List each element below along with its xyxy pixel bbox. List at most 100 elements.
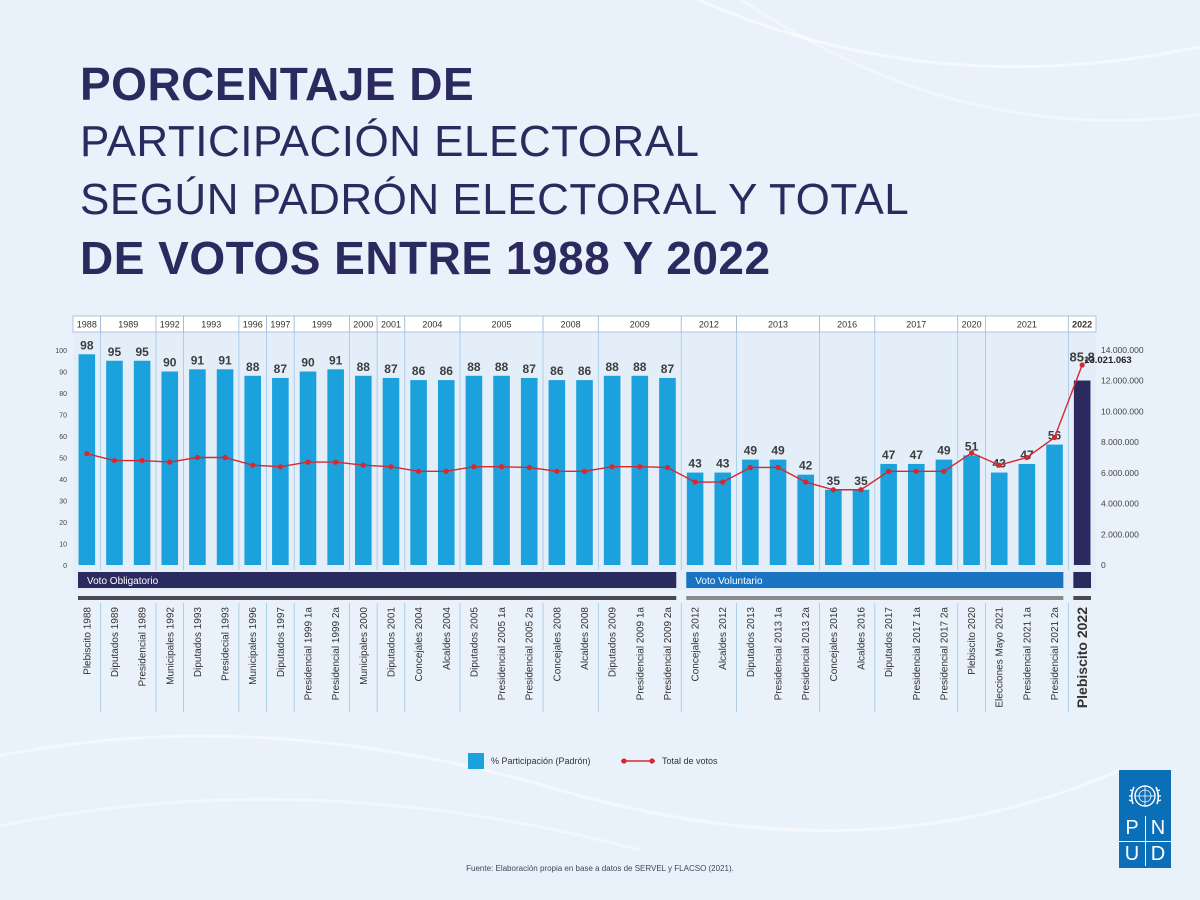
year-header-label: 1989 [118,320,138,330]
total-votes-point [637,464,643,470]
total-votes-point [360,462,366,468]
bar [769,459,787,565]
un-emblem-icon [1128,785,1162,807]
right-axis-tick: 6.000.000 [1101,468,1139,478]
bar-value-label: 51 [965,439,979,453]
logo-letter-d: D [1150,843,1166,865]
bar-value-label: 95 [108,345,122,359]
background-arc [0,797,641,852]
left-axis-tick: 10 [59,542,67,549]
category-label: Presidencial 2009 1a [635,607,646,701]
regime-label: Voto Voluntario [695,576,763,587]
bar [852,489,870,565]
left-axis-tick: 70 [59,413,67,420]
year-header-label: 1996 [243,320,263,330]
year-header-label: 2021 [1017,320,1037,330]
bar [1073,380,1091,565]
title-line-2: PARTICIPACIÓN ELECTORAL [80,117,700,166]
bar [797,474,814,565]
year-header-label: 1993 [201,320,221,330]
bar-value-label: 43 [716,457,730,471]
year-header-label: 2000 [353,320,373,330]
bar [465,375,483,565]
bar-value-label: 86 [578,364,592,378]
bar-value-label: 87 [384,362,398,376]
bar [493,375,510,565]
category-label: Diputados 2001 [386,607,397,677]
right-axis-tick: 12.000.000 [1101,376,1144,386]
total-votes-point [830,487,836,493]
total-votes-point [1024,454,1030,461]
legend-line-label: Total de votos [662,756,718,766]
category-label: Plebiscito 1988 [82,607,93,675]
total-votes-point [194,454,201,461]
left-axis-tick: 90 [59,370,67,377]
right-axis-tick: 0 [1101,560,1106,570]
category-label: Diputados 2005 [469,607,480,677]
category-label: Presidencial 2005 2a [525,607,536,701]
bar [880,463,897,565]
total-votes-point [968,450,975,456]
bar-value-label: 90 [163,356,177,370]
left-axis-tick: 30 [59,499,67,506]
total-votes-point [858,487,864,493]
regime-label: Voto Obligatorio [87,576,159,587]
bar-value-label: 49 [937,444,951,458]
year-header-label: 1992 [160,320,180,330]
regime-band [78,572,677,588]
category-label: Presidencial 2005 1a [497,607,508,701]
year-header-label: 2016 [837,320,857,330]
category-label: Presidencial 2013 1a [774,607,785,701]
category-label: Presidencial 2021 1a [1022,607,1033,701]
category-label: Presidencial 1989 [138,607,149,687]
year-header-label: 2017 [906,320,926,330]
category-label: Concejales 2004 [414,607,425,682]
total-votes-point [1051,434,1058,441]
left-axis-tick: 60 [59,434,67,441]
category-label: Concejales 2012 [691,607,702,682]
total-votes-point [443,468,449,474]
bar [272,377,289,565]
bar-value-label: 98 [80,338,94,352]
total-votes-point [471,464,477,470]
bar-value-label: 88 [633,360,647,374]
bar [990,472,1008,565]
year-header-label: 1997 [270,320,290,330]
total-votes-point [692,479,698,485]
bar [742,459,759,565]
total-votes-point [526,464,532,471]
title-line-1: PORCENTAJE DE [80,58,475,110]
bar [1046,444,1063,565]
category-label: Alcaldes 2016 [856,607,867,670]
total-votes-point [941,468,947,474]
regime-underline [1073,596,1091,600]
total-votes-point [803,479,809,485]
chart-title: PORCENTAJE DE PARTICIPACIÓN ELECTORAL SE… [80,55,909,287]
total-votes-point [333,459,339,465]
bar [714,472,732,565]
total-votes-point [498,464,505,470]
bar-value-label: 91 [329,353,343,367]
category-label: Plebiscito 2022 [1074,607,1090,708]
total-votes-point [913,468,919,474]
bar-value-label: 85,8 [1070,350,1095,365]
bar-value-label: 49 [771,444,785,458]
total-votes-point [222,454,228,461]
category-label: Municipales 2000 [359,607,370,685]
bar [299,371,317,565]
year-header-label: 2013 [768,320,788,330]
right-axis-tick: 10.000.000 [1101,406,1144,416]
bar [216,369,234,565]
bar-value-label: 87 [274,362,288,376]
total-votes-point [664,464,671,471]
total-votes-point [1079,362,1085,368]
bar-value-label: 47 [882,448,896,462]
bar [686,472,704,565]
bar-value-label: 86 [550,364,564,378]
bar-value-label: 87 [523,362,537,376]
bar-value-label: 42 [799,459,813,473]
right-axis-tick: 14.000.000 [1101,345,1144,355]
title-line-3: SEGÚN PADRÓN ELECTORAL Y TOTAL [80,175,910,224]
bar-value-label: 88 [246,360,260,374]
